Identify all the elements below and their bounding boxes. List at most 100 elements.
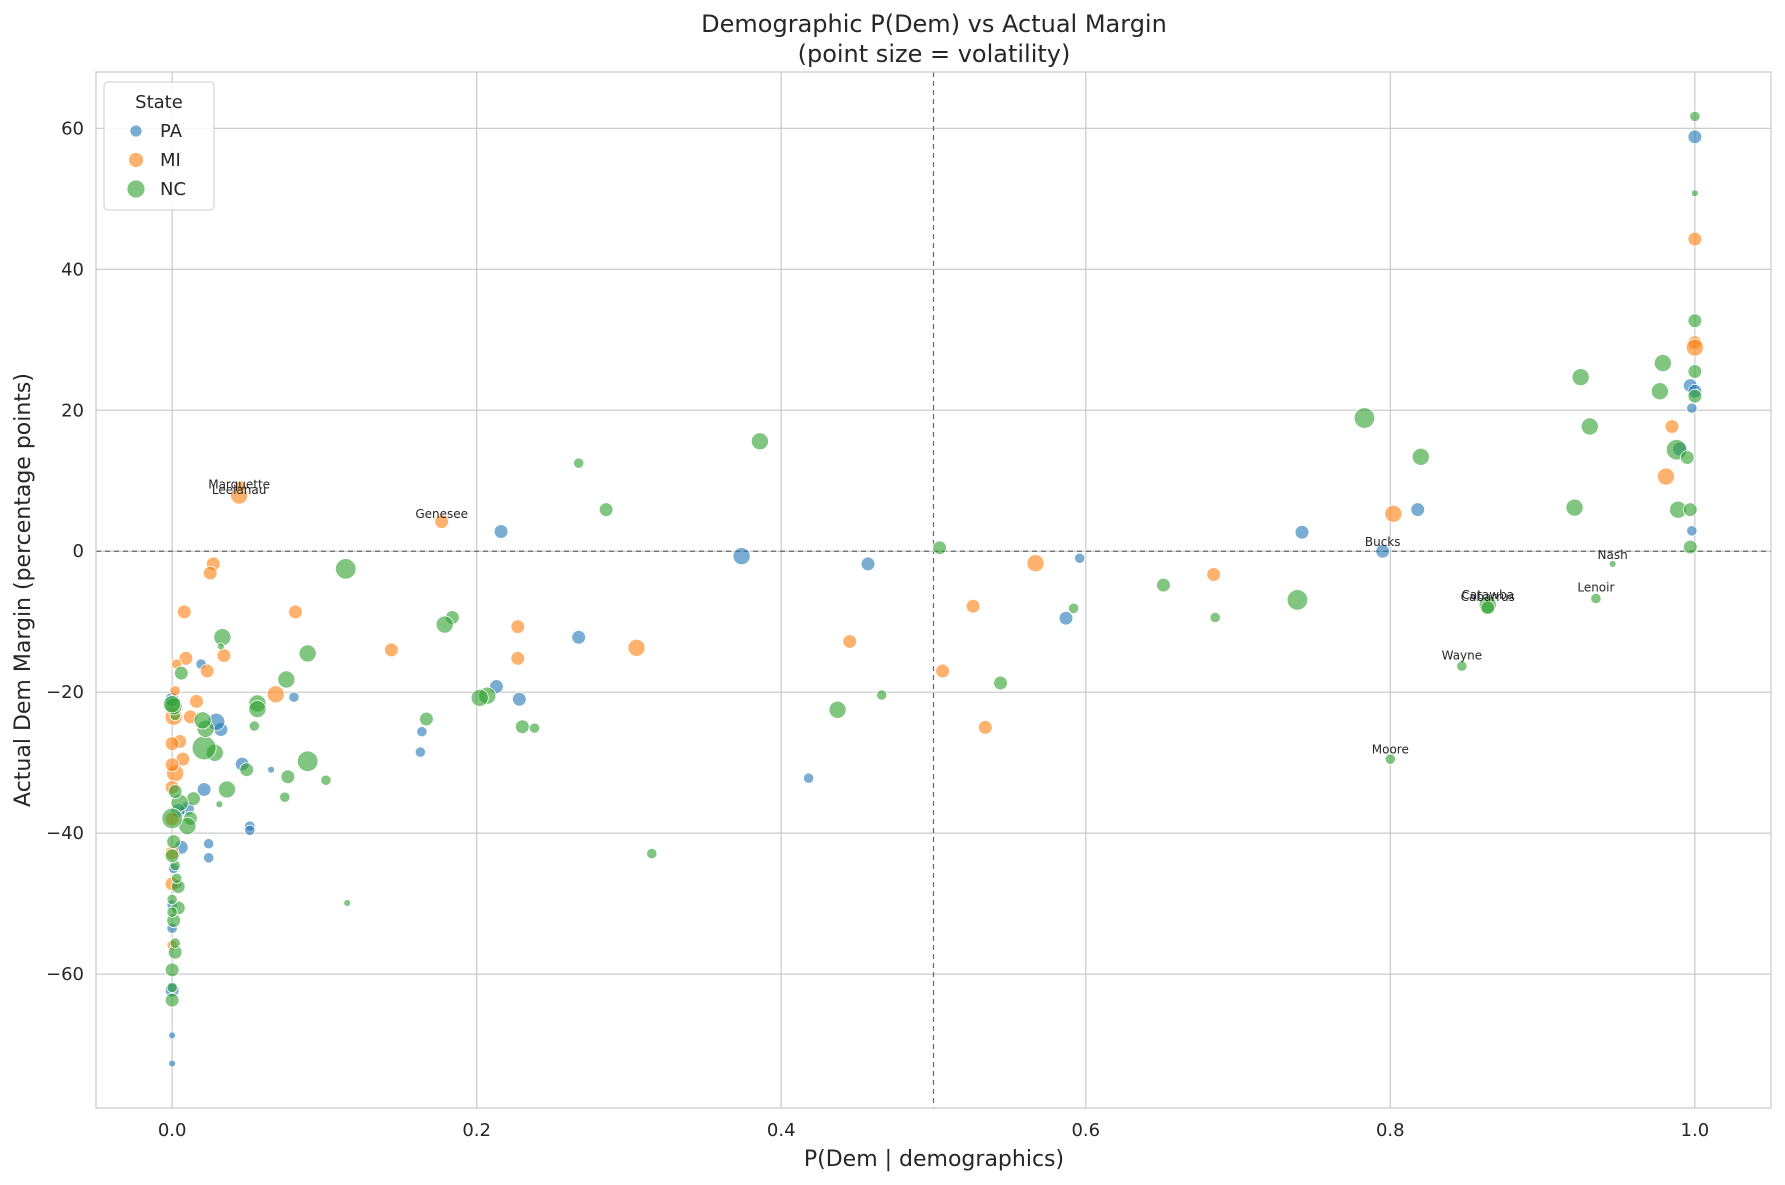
data-point-mi bbox=[1687, 231, 1703, 247]
data-point-nc bbox=[216, 642, 225, 651]
data-point-pa bbox=[1686, 402, 1698, 414]
data-point-mi bbox=[1384, 504, 1403, 523]
data-point-mi bbox=[178, 651, 194, 666]
data-point-nc bbox=[166, 981, 178, 994]
data-point-nc bbox=[171, 872, 183, 884]
data-point-nc bbox=[1650, 382, 1669, 401]
y-tick-label: 0 bbox=[73, 541, 84, 562]
data-point-mi bbox=[977, 720, 993, 735]
data-point-nc bbox=[1067, 602, 1080, 614]
data-point-nc bbox=[191, 735, 217, 761]
data-point-nc bbox=[279, 791, 291, 803]
data-point-mi bbox=[510, 651, 526, 666]
legend-label-mi: MI bbox=[160, 150, 181, 171]
data-point-nc bbox=[248, 700, 267, 719]
data-point-nc bbox=[598, 502, 614, 517]
data-point-mi bbox=[189, 694, 204, 709]
data-point-mi bbox=[288, 604, 303, 620]
data-point-mi bbox=[199, 663, 215, 679]
data-point-pa bbox=[1410, 502, 1426, 517]
data-point-nc bbox=[1687, 313, 1703, 329]
data-point-nc bbox=[164, 992, 180, 1008]
x-axis-label: P(Dem | demographics) bbox=[804, 1147, 1064, 1172]
data-point-mi bbox=[627, 638, 646, 657]
data-point-nc bbox=[646, 847, 658, 860]
x-tick-label: 0.8 bbox=[1376, 1120, 1405, 1141]
data-point-pa bbox=[1294, 524, 1310, 540]
data-point-nc bbox=[280, 769, 296, 785]
data-point-nc bbox=[239, 762, 255, 778]
data-point-mi bbox=[510, 619, 526, 634]
data-point-nc bbox=[1682, 539, 1698, 555]
x-tick-label: 0.2 bbox=[462, 1120, 491, 1141]
x-tick-label: 0.4 bbox=[767, 1120, 796, 1141]
data-point-nc bbox=[1679, 450, 1695, 465]
data-point-nc bbox=[528, 722, 541, 734]
y-tick-label: −60 bbox=[46, 964, 84, 985]
data-point-nc bbox=[1690, 189, 1699, 198]
data-point-nc bbox=[173, 665, 189, 681]
data-point-nc bbox=[1590, 592, 1602, 605]
y-axis-label: Actual Dem Margin (percentage points) bbox=[11, 373, 36, 807]
legend-marker-pa bbox=[129, 124, 143, 138]
legend-label-nc: NC bbox=[160, 179, 186, 200]
data-point-nc bbox=[515, 719, 530, 735]
data-point-nc bbox=[166, 834, 181, 849]
data-point-nc bbox=[828, 700, 847, 719]
data-point-nc bbox=[1689, 110, 1701, 123]
data-point-pa bbox=[1686, 525, 1698, 537]
point-annotation: Marquette bbox=[208, 477, 270, 491]
data-point-nc bbox=[435, 615, 454, 634]
data-point-pa bbox=[203, 852, 215, 864]
data-point-mi bbox=[202, 565, 218, 581]
data-point-nc bbox=[932, 540, 947, 556]
data-point-nc bbox=[166, 906, 178, 918]
data-point-pa bbox=[414, 746, 426, 758]
point-annotation: Nash bbox=[1598, 548, 1628, 562]
data-point-nc bbox=[320, 774, 332, 786]
data-point-mi bbox=[1656, 467, 1675, 486]
data-point-nc bbox=[161, 807, 183, 830]
data-point-pa bbox=[203, 838, 215, 850]
data-point-pa bbox=[1375, 543, 1391, 559]
data-point-mi bbox=[235, 480, 247, 492]
data-point-nc bbox=[1608, 560, 1617, 568]
legend-label-pa: PA bbox=[160, 121, 183, 142]
data-point-mi bbox=[842, 634, 858, 649]
chart-subtitle: (point size = volatility) bbox=[798, 40, 1071, 68]
point-annotation: Bucks bbox=[1365, 535, 1401, 549]
data-point-mi bbox=[169, 685, 181, 697]
data-point-nc bbox=[1411, 447, 1430, 466]
data-point-nc bbox=[1353, 407, 1376, 429]
data-point-nc bbox=[876, 689, 888, 701]
data-point-mi bbox=[266, 685, 285, 704]
point-annotation: Catawba bbox=[1461, 588, 1514, 602]
data-point-mi bbox=[935, 663, 950, 679]
data-point-pa bbox=[860, 556, 876, 572]
data-point-nc bbox=[1456, 660, 1468, 672]
x-tick-labels: 0.0 0.2 0.4 0.6 0.8 1.0 bbox=[158, 1120, 1709, 1141]
data-point-nc bbox=[1286, 589, 1309, 611]
point-annotation: Cabarrus bbox=[1461, 590, 1515, 604]
data-point-pa bbox=[288, 691, 300, 703]
data-point-pa bbox=[1687, 129, 1703, 145]
data-point-nc bbox=[248, 720, 260, 732]
data-point-pa bbox=[416, 726, 428, 738]
data-point-nc bbox=[166, 893, 178, 905]
data-point-nc bbox=[1687, 364, 1703, 379]
data-point-mi bbox=[965, 598, 981, 614]
y-tick-label: 40 bbox=[61, 259, 84, 280]
data-point-nc bbox=[1571, 368, 1590, 387]
y-tick-label: −20 bbox=[46, 682, 84, 703]
data-point-nc bbox=[1209, 611, 1221, 624]
data-point-pa bbox=[512, 691, 527, 707]
point-annotation: Wayne bbox=[1442, 649, 1483, 663]
data-point-mi bbox=[1026, 554, 1045, 573]
point-annotation: Moore bbox=[1372, 742, 1409, 756]
data-point-nc bbox=[470, 688, 489, 707]
data-point-nc bbox=[167, 784, 183, 799]
plot-frame bbox=[95, 71, 1772, 1109]
data-point-mi bbox=[1206, 567, 1221, 582]
